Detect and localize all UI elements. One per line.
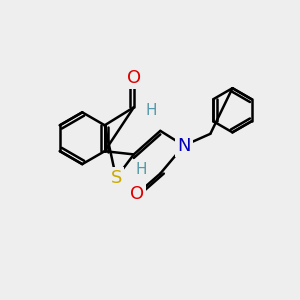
Text: O: O [127,69,141,87]
Text: H: H [135,162,147,177]
Text: H: H [146,103,157,118]
Text: S: S [110,169,122,187]
Text: O: O [130,185,144,203]
Text: N: N [177,136,190,154]
